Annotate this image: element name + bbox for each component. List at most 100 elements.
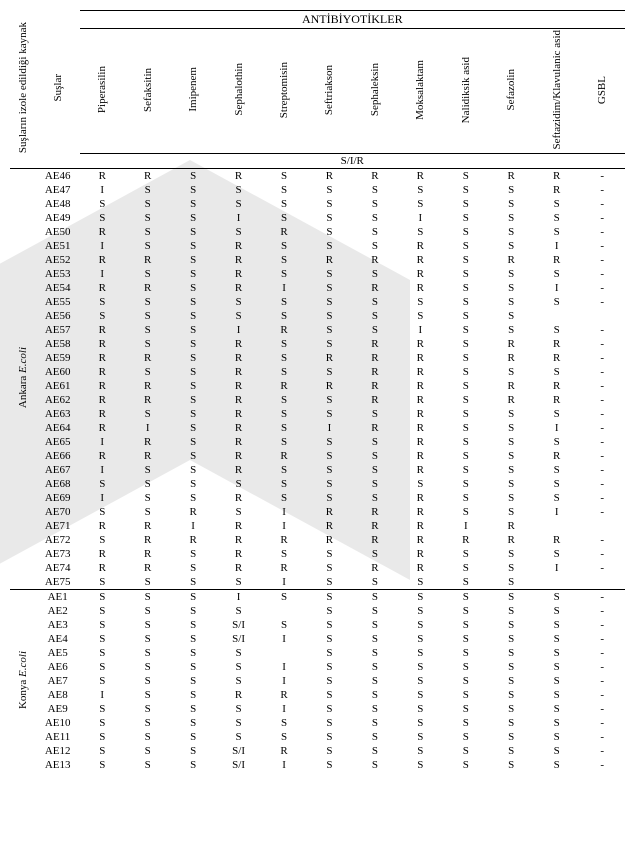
strain-id: AE9 [36, 702, 80, 716]
cell-value: S [352, 632, 397, 646]
cell-value: S [398, 225, 443, 239]
cell-value: R [216, 281, 261, 295]
table-row: AE54RRSRISRRSSI- [10, 281, 625, 295]
cell-value: S [261, 267, 306, 281]
cell-value: S [170, 323, 215, 337]
cell-value: S [307, 365, 352, 379]
table-row: AE10SSSSSSSSSSS- [10, 716, 625, 730]
cell-value: - [579, 702, 625, 716]
cell-value: S [398, 309, 443, 323]
strain-id: AE48 [36, 197, 80, 211]
cell-value: R [170, 505, 215, 519]
cell-value: R [80, 323, 125, 337]
cell-value: I [80, 183, 125, 197]
cell-value: R [216, 379, 261, 393]
cell-value: S [80, 590, 125, 605]
cell-value: R [216, 253, 261, 267]
cell-value: S [489, 309, 534, 323]
cell-value: S [125, 758, 170, 772]
cell-value: S [170, 744, 215, 758]
cell-value: S [170, 295, 215, 309]
cell-value: I [534, 281, 579, 295]
cell-value: S [489, 211, 534, 225]
cell-value: S [170, 674, 215, 688]
cell-value: S [352, 407, 397, 421]
cell-value: R [352, 365, 397, 379]
cell-value: I [261, 575, 306, 590]
cell-value: S [125, 590, 170, 605]
cell-value: S [489, 590, 534, 605]
cell-value: S [352, 239, 397, 253]
cell-value: S [352, 547, 397, 561]
cell-value: S [489, 674, 534, 688]
cell-value: R [398, 169, 443, 184]
cell-value: S [352, 267, 397, 281]
table-row: AE67ISSRSSSRSSS- [10, 463, 625, 477]
cell-value: S [170, 449, 215, 463]
cell-value: R [80, 547, 125, 561]
cell-value: S [125, 211, 170, 225]
cell-value: S [307, 337, 352, 351]
cell-value: - [579, 393, 625, 407]
table-row: AE3SSSS/ISSSSSSS- [10, 618, 625, 632]
cell-value: S [307, 281, 352, 295]
cell-value: R [489, 393, 534, 407]
cell-value: S [125, 575, 170, 590]
cell-value: S [307, 463, 352, 477]
cell-value: S [443, 393, 488, 407]
cell-value: - [579, 365, 625, 379]
cell-value: S [307, 211, 352, 225]
strain-id: AE75 [36, 575, 80, 590]
cell-value: I [398, 211, 443, 225]
cell-value: R [125, 547, 170, 561]
table-row: AE75SSSSISSSSS [10, 575, 625, 590]
cell-value: S [534, 674, 579, 688]
table-row: AE51ISSRSSSRSSI- [10, 239, 625, 253]
cell-value: S [170, 491, 215, 505]
cell-value: S [398, 716, 443, 730]
cell-value: R [170, 533, 215, 547]
cell-value: S [489, 744, 534, 758]
cell-value: S [170, 604, 215, 618]
cell-value: S [534, 435, 579, 449]
cell-value: I [80, 239, 125, 253]
cell-value: R [125, 379, 170, 393]
cell-value: R [307, 379, 352, 393]
group-label: Konya E.coli [17, 651, 29, 709]
cell-value: S [170, 351, 215, 365]
cell-value: S [534, 590, 579, 605]
table-row: AE52RRSRSRRRSRR- [10, 253, 625, 267]
cell-value: I [216, 590, 261, 605]
cell-value: - [579, 337, 625, 351]
cell-value: S [80, 674, 125, 688]
cell-value: R [398, 435, 443, 449]
cell-value: S [307, 674, 352, 688]
cell-value: S [534, 407, 579, 421]
cell-value: R [352, 281, 397, 295]
cell-value: S [489, 646, 534, 660]
cell-value: R [398, 393, 443, 407]
cell-value: S [352, 604, 397, 618]
cell-value: R [352, 351, 397, 365]
cell-value: R [489, 169, 534, 184]
cell-value: S [261, 435, 306, 449]
cell-value: S [489, 435, 534, 449]
cell-value: S [489, 604, 534, 618]
cell-value: R [398, 505, 443, 519]
cell-value: S [489, 323, 534, 337]
cell-value: S [307, 491, 352, 505]
cell-value: S [489, 449, 534, 463]
cell-value: S [534, 702, 579, 716]
header-strains: Suşlar [52, 74, 64, 102]
cell-value: S [125, 323, 170, 337]
cell-value: S [534, 295, 579, 309]
strain-id: AE10 [36, 716, 80, 730]
table-row: AE64RISRSIRRSSI- [10, 421, 625, 435]
cell-value: S [534, 660, 579, 674]
cell-value: R [398, 337, 443, 351]
cell-value: S [80, 604, 125, 618]
cell-value: S [443, 183, 488, 197]
cell-value: S [125, 674, 170, 688]
cell-value: R [307, 519, 352, 533]
cell-value: R [534, 183, 579, 197]
